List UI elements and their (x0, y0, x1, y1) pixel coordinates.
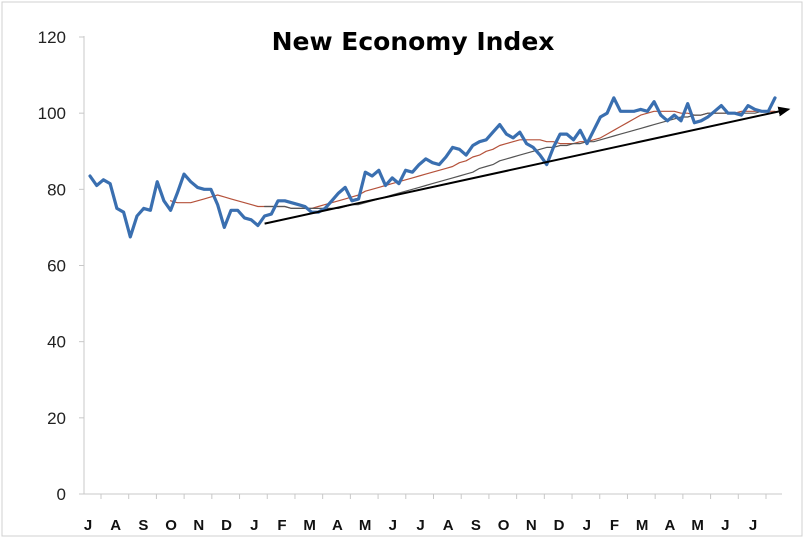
x-tick-label: S (138, 517, 148, 534)
x-tick-label: J (583, 517, 591, 534)
x-tick-label: A (332, 517, 343, 534)
x-tick-label: A (110, 517, 121, 534)
x-tick-label: J (84, 517, 92, 534)
x-tick-label: J (416, 517, 424, 534)
series-line-1 (88, 96, 777, 239)
x-tick-label: D (554, 517, 565, 534)
x-tick-label: M (636, 517, 649, 534)
y-tick-label: 60 (47, 257, 66, 276)
x-tick-label: F (277, 517, 286, 534)
x-tick-label: F (610, 517, 619, 534)
y-tick-label: 40 (47, 333, 66, 352)
x-tick-label: M (359, 517, 372, 534)
x-tick-label: J (749, 517, 757, 534)
y-tick-label: 120 (38, 28, 66, 47)
series-group (88, 96, 777, 239)
y-tick-label: 0 (57, 485, 66, 504)
x-tick-label: A (443, 517, 454, 534)
x-tick-label: M (303, 517, 316, 534)
x-tick-label: O (165, 517, 177, 534)
x-tick-label: M (691, 517, 704, 534)
x-tick-label: N (526, 517, 537, 534)
x-tick-label: S (471, 517, 481, 534)
series-line-2 (170, 110, 776, 209)
x-tick-label: J (721, 517, 729, 534)
y-tick-group: 0 20 40 60 80 100 120 (38, 28, 84, 504)
y-tick-label: 20 (47, 409, 66, 428)
x-tick-label: A (664, 517, 675, 534)
x-tick-label: J (250, 517, 258, 534)
x-tick-label: D (221, 517, 232, 534)
x-tick-label: J (389, 517, 397, 534)
y-tick-label: 100 (38, 104, 66, 123)
x-tick-label: N (193, 517, 204, 534)
x-tick-label: O (498, 517, 510, 534)
trend-arrow (264, 106, 791, 225)
chart-title: New Economy Index (272, 27, 555, 56)
chart-border (1, 1, 803, 537)
y-tick-label: 80 (47, 180, 66, 199)
